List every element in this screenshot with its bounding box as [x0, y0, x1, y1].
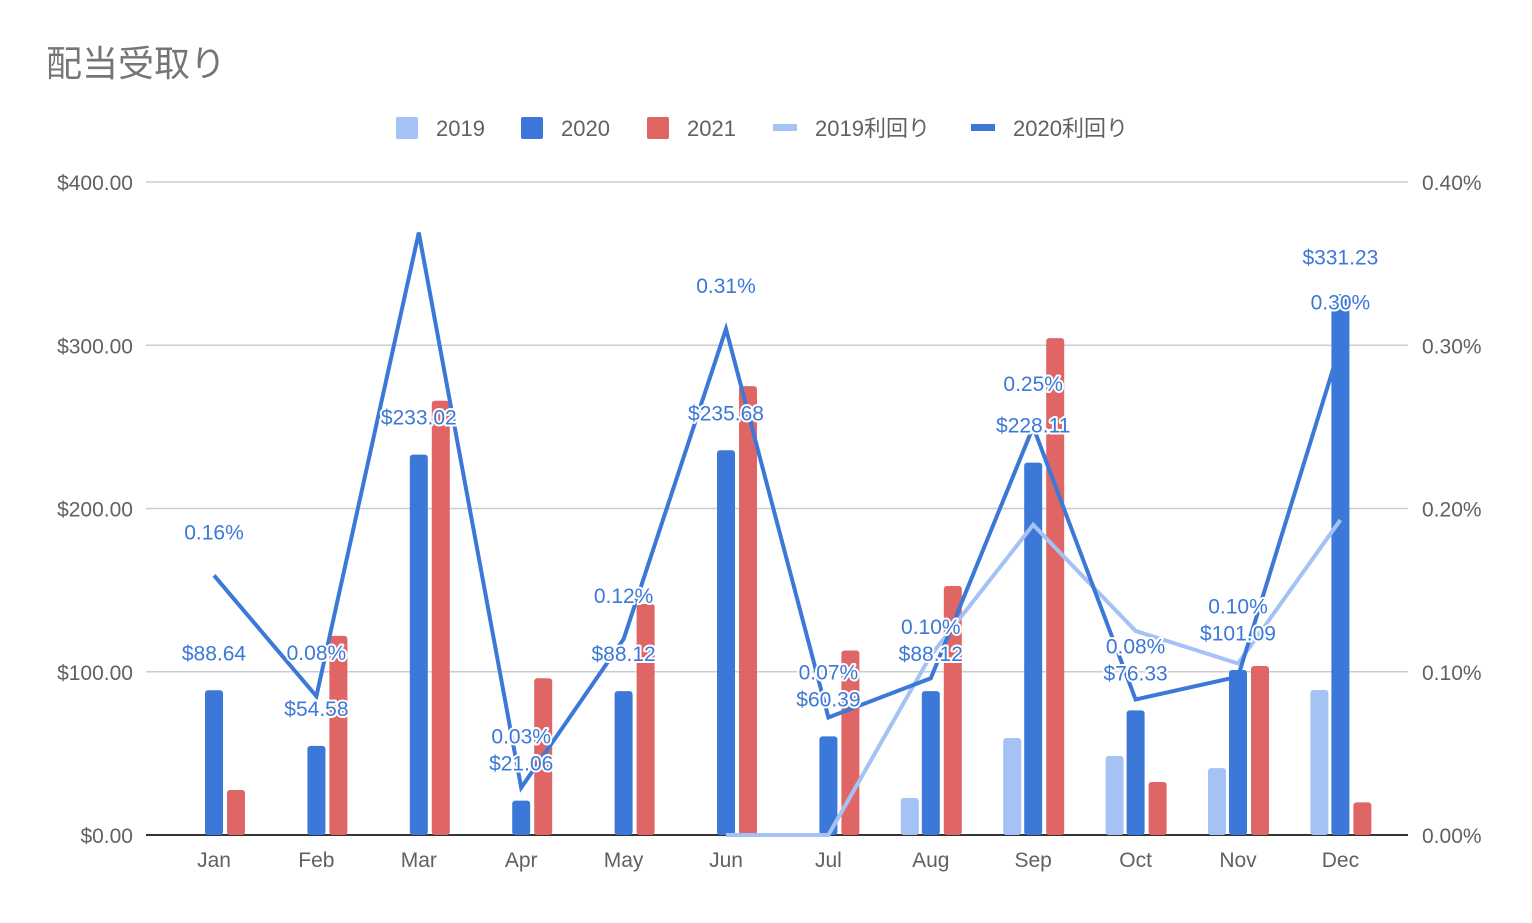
- bar-2021-Dec: [1353, 802, 1372, 835]
- x-tick-label: Sep: [1015, 849, 1052, 872]
- bar-2021-Aug: [943, 586, 962, 835]
- bar-2021-May: [636, 604, 655, 835]
- bar-value-label: $88.64: [182, 642, 247, 665]
- right-tick-label: 0.10%: [1422, 662, 1482, 685]
- bar-2021-Feb: [329, 635, 348, 835]
- x-tick-label: Aug: [912, 849, 949, 872]
- axes: $0.00 0.00% $100.00 0.10% $200.00 0.20% $300.0…: [57, 172, 1481, 872]
- bar-2021-Sep: [1046, 338, 1065, 835]
- yield-value-label: 0.10%: [901, 616, 961, 639]
- bar-value-label: $88.12: [591, 643, 655, 666]
- legend-label: 2019: [436, 116, 485, 141]
- bar-2021-Mar: [431, 400, 450, 835]
- legend-swatch-2021: [647, 117, 669, 139]
- legend-swatch-2019: [396, 117, 418, 139]
- bars: [205, 294, 1372, 835]
- bar-2019-Oct: [1105, 755, 1124, 835]
- bar-value-label: $88.12: [899, 643, 963, 666]
- bar-value-label: $228.11: [996, 415, 1070, 438]
- x-tick-label: Nov: [1219, 849, 1257, 872]
- legend-label: 2019利回り: [815, 116, 930, 141]
- x-tick-label: Jul: [815, 849, 842, 872]
- bar-2019-Dec: [1310, 690, 1329, 835]
- yield-value-label: 0.10%: [1208, 596, 1268, 619]
- x-tick-label: Jan: [197, 849, 231, 872]
- bar-2020-Jun: [717, 450, 735, 835]
- bar-2020-Nov: [1229, 669, 1247, 835]
- bar-2020-May: [614, 691, 633, 835]
- bar-2020-Dec: [1331, 294, 1350, 835]
- legend-swatch-2020: [521, 117, 543, 139]
- bar-2020-Jan: [205, 690, 223, 835]
- bar-value-label: $76.33: [1103, 662, 1167, 685]
- bar-2019-Aug: [900, 797, 919, 835]
- bar-2021-Oct: [1148, 781, 1167, 835]
- legend-label: 2020: [561, 116, 610, 141]
- legend-label: 2020利回り: [1013, 116, 1128, 141]
- left-tick-label: $300.00: [57, 335, 133, 358]
- left-tick-label: $100.00: [57, 662, 133, 685]
- bar-value-label: $101.09: [1200, 623, 1276, 646]
- bar-2020-Oct: [1126, 710, 1145, 835]
- bar-value-label: $54.58: [284, 698, 348, 721]
- yield-value-label: 0.12%: [594, 585, 654, 608]
- yield-value-label: 0.16%: [184, 521, 244, 544]
- bar-2020-Mar: [409, 454, 428, 835]
- x-tick-label: Dec: [1322, 849, 1359, 872]
- line-2019利回り: [726, 518, 1343, 837]
- bar-2020-Jul: [819, 736, 838, 835]
- bar-2019-Nov: [1208, 768, 1226, 835]
- right-tick-label: 0.00%: [1422, 825, 1482, 848]
- bar-value-label: $60.39: [796, 688, 860, 711]
- legend-label: 2021: [687, 116, 736, 141]
- bar-value-label: $233.02: [381, 407, 457, 430]
- yield-value-label: 0.08%: [287, 642, 347, 665]
- bar-2021-Jan: [227, 789, 245, 835]
- right-tick-label: 0.40%: [1422, 172, 1482, 195]
- yield-value-label: 0.25%: [1003, 373, 1063, 396]
- legend[interactable]: 2019 2020 2021 2019利回り 2020利回り: [396, 116, 1128, 141]
- yield-value-label: 0.07%: [799, 661, 859, 684]
- yield-value-label: 0.08%: [1106, 635, 1166, 658]
- x-tick-label: May: [604, 849, 644, 872]
- bar-2020-Sep: [1024, 462, 1043, 835]
- legend-swatch-2020利回り: [971, 124, 995, 131]
- left-tick-label: $0.00: [80, 825, 133, 848]
- line-2020利回り: [212, 232, 1343, 793]
- bar-2020-Aug: [921, 691, 940, 835]
- bar-2020-Apr: [512, 800, 531, 835]
- bar-value-label: $21.06: [489, 753, 553, 776]
- x-tick-label: Apr: [505, 849, 538, 872]
- bar-value-label: $331.23: [1302, 246, 1378, 269]
- bar-value-label: $235.68: [688, 402, 764, 425]
- lines: [212, 232, 1343, 837]
- yield-value-label: 0.03%: [491, 726, 551, 749]
- x-tick-label: Feb: [298, 849, 334, 872]
- x-tick-label: Mar: [401, 849, 437, 872]
- bar-2021-Jun: [739, 386, 757, 835]
- left-tick-label: $200.00: [57, 499, 133, 522]
- x-tick-label: Oct: [1119, 849, 1152, 872]
- bar-2020-Feb: [307, 745, 326, 835]
- right-tick-label: 0.20%: [1422, 499, 1482, 522]
- bar-2021-Nov: [1251, 666, 1269, 835]
- bar-2019-Sep: [1003, 738, 1022, 835]
- data-labels: $88.64 0.16% $54.58 0.08% $233.02 $21.06 0.03%…: [180, 244, 1380, 777]
- left-tick-label: $400.00: [57, 172, 133, 195]
- chart-title: 配当受取り: [46, 43, 226, 84]
- legend-swatch-2019利回り: [773, 124, 797, 131]
- x-tick-label: Jun: [709, 849, 743, 872]
- right-tick-label: 0.30%: [1422, 335, 1482, 358]
- yield-value-label: 0.31%: [696, 275, 756, 298]
- yield-value-label: 0.30%: [1311, 291, 1371, 314]
